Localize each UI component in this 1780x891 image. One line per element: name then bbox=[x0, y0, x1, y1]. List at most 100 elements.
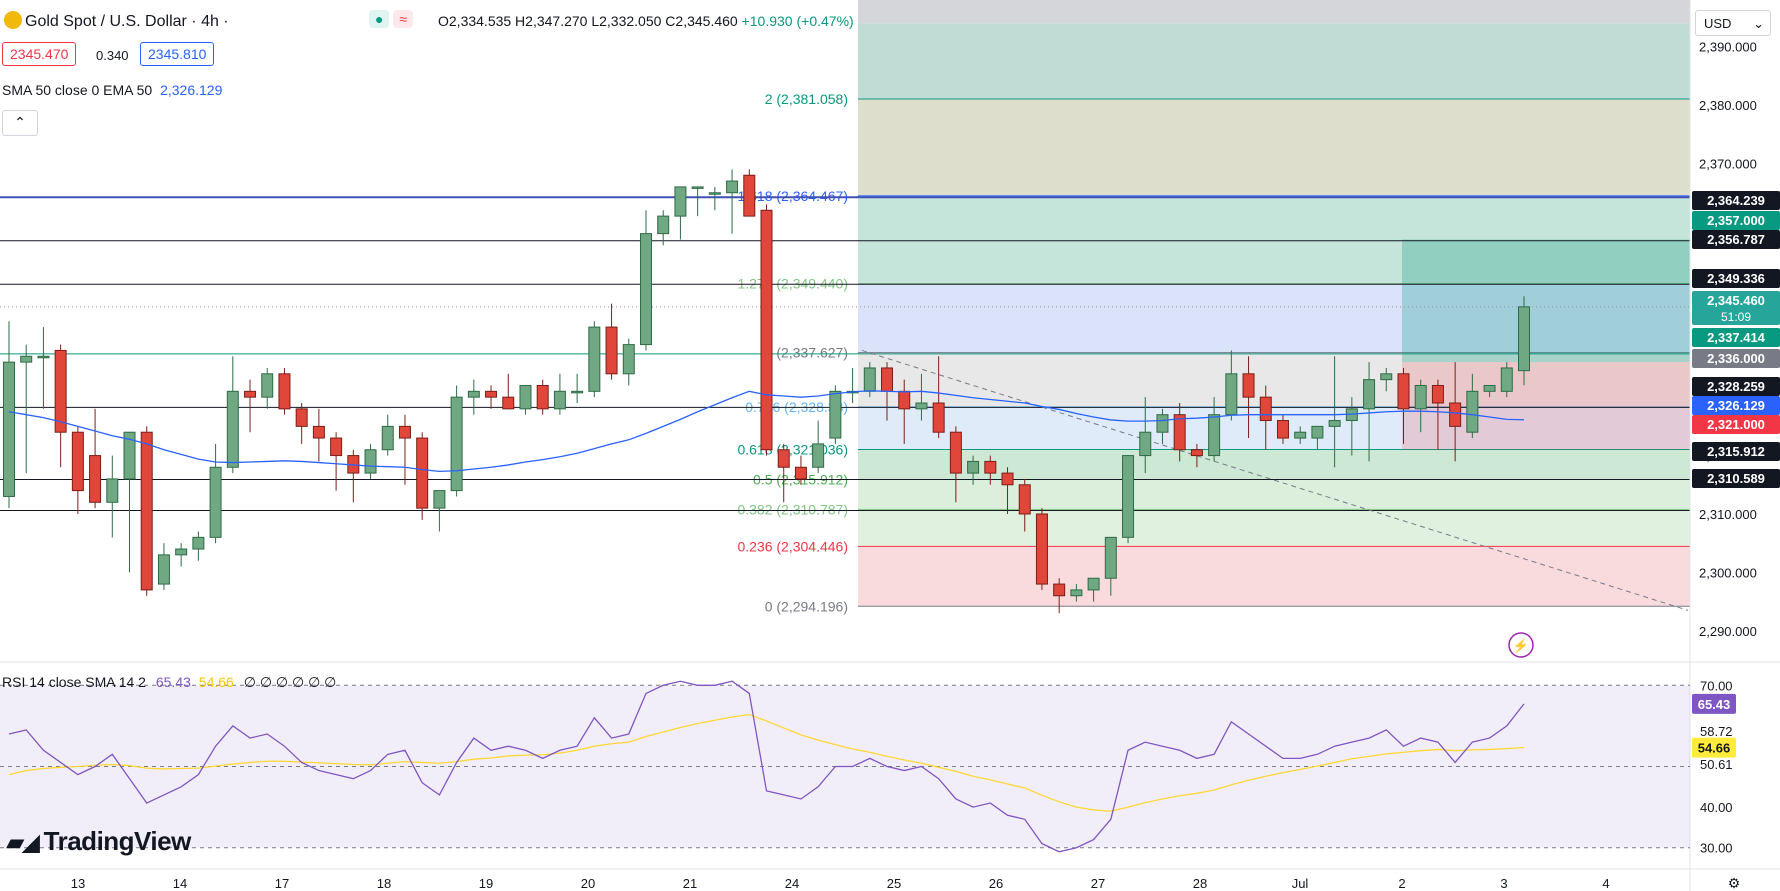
candle bbox=[261, 367, 274, 409]
price-tag-label: 2,337.414 bbox=[1707, 330, 1766, 345]
symbol-title: Gold Spot / U.S. Dollar · 4h · bbox=[25, 13, 229, 30]
fib-level-label: 1.618 (2,364.467) bbox=[737, 188, 848, 204]
price-tag-box bbox=[1692, 291, 1780, 325]
time-axis-tick: 19 bbox=[479, 876, 493, 891]
candle bbox=[1156, 408, 1169, 444]
candle bbox=[1104, 536, 1117, 596]
price-axis-tick: 2,310.000 bbox=[1699, 507, 1757, 522]
candle bbox=[54, 344, 67, 468]
candle bbox=[1173, 403, 1186, 462]
candle-body bbox=[1225, 373, 1238, 416]
candle bbox=[1053, 578, 1066, 614]
candle-body bbox=[639, 233, 652, 346]
rsi-legend[interactable]: RSI 14 close SMA 14 2 65.43 54.66 ∅ ∅ ∅ … bbox=[2, 674, 336, 691]
price-change: +10.930 (+0.47%) bbox=[741, 13, 854, 29]
rsi-axis-tick: 50.61 bbox=[1700, 757, 1733, 772]
rsi-value: 65.43 bbox=[155, 674, 191, 690]
candle bbox=[1018, 478, 1031, 532]
candle bbox=[140, 426, 153, 596]
price-tag: 2,345.460 51:09 bbox=[1692, 291, 1780, 325]
fib-zone bbox=[858, 98, 1690, 196]
indicator-label: SMA 50 close 0 EMA 50 bbox=[2, 82, 153, 98]
trend-line bbox=[861, 349, 1689, 611]
candle-body bbox=[312, 425, 325, 439]
candle bbox=[244, 379, 257, 433]
candle-body bbox=[1173, 414, 1186, 451]
candle bbox=[571, 373, 584, 404]
logo-text: TradingView bbox=[43, 826, 192, 856]
market-status[interactable]: ● ≈ bbox=[369, 10, 414, 28]
candle-body bbox=[20, 355, 33, 363]
candle bbox=[915, 373, 928, 421]
price-tag-label: 2,345.460 bbox=[1707, 293, 1765, 308]
candle-body bbox=[1070, 589, 1083, 597]
candle-body bbox=[743, 174, 756, 217]
candle bbox=[1483, 384, 1496, 398]
candle bbox=[330, 432, 343, 491]
candle-body bbox=[1500, 367, 1513, 392]
rsi-sma-value: 54.66 bbox=[198, 674, 234, 690]
candle bbox=[1276, 414, 1289, 444]
candle-body bbox=[226, 390, 239, 468]
candle bbox=[1001, 467, 1014, 514]
candle bbox=[829, 385, 842, 444]
time-axis-tick: 21 bbox=[683, 876, 697, 891]
candle-body bbox=[278, 373, 291, 410]
price-axis-tick: 2,370.000 bbox=[1699, 157, 1757, 172]
currency-selector[interactable]: USD ⌄ bbox=[1695, 10, 1771, 36]
rsi-axis-tick: 30.00 bbox=[1700, 841, 1733, 856]
candle-body bbox=[863, 367, 876, 392]
time-axis-tick: 25 bbox=[887, 876, 901, 891]
tradingview-logo: ▰◢ TradingView bbox=[6, 826, 191, 857]
candle-body bbox=[89, 455, 102, 503]
chevron-up-icon: ⌃ bbox=[14, 114, 26, 130]
candle-body bbox=[571, 390, 584, 394]
candle bbox=[106, 455, 119, 538]
ema50-line bbox=[8, 390, 1525, 472]
candle-body bbox=[502, 396, 515, 410]
fib-zone bbox=[858, 283, 1690, 353]
candle-body bbox=[932, 402, 945, 433]
candle bbox=[553, 373, 566, 415]
candle-body bbox=[433, 490, 446, 509]
candle bbox=[760, 204, 773, 456]
buy-price-button[interactable]: 2345.810 bbox=[140, 42, 215, 66]
collapse-legend-button[interactable]: ⌃ bbox=[2, 110, 38, 136]
candle bbox=[226, 356, 239, 474]
price-tag-label: 2,315.912 bbox=[1707, 444, 1765, 459]
fib-zone bbox=[858, 479, 1690, 510]
fib-level-label: 1.272 (2,349.440) bbox=[737, 276, 848, 292]
lightning-icon: ⚡ bbox=[1513, 638, 1529, 654]
time-axis-tick: 14 bbox=[173, 876, 187, 891]
lightning-icon bbox=[1508, 632, 1534, 658]
candle bbox=[175, 543, 188, 567]
indicator-legend[interactable]: SMA 50 close 0 EMA 50 2,326.129 bbox=[2, 82, 222, 98]
spread-value: 0.340 bbox=[96, 48, 129, 63]
candle bbox=[1242, 356, 1255, 439]
price-tag: 2,310.589 bbox=[1692, 469, 1780, 488]
candle bbox=[967, 455, 980, 485]
candle bbox=[433, 490, 446, 532]
candle-body bbox=[364, 449, 377, 474]
candle-body bbox=[553, 390, 566, 410]
price-tag-box bbox=[1692, 469, 1780, 488]
ohlc-readout: O2,334.535 H2,347.270 L2,332.050 C2,345.… bbox=[438, 13, 854, 29]
time-axis-tick: 13 bbox=[71, 876, 85, 891]
candle bbox=[949, 426, 962, 503]
price-axis-tick: 2,390.000 bbox=[1699, 40, 1757, 55]
candle bbox=[20, 344, 33, 474]
candle-body bbox=[1431, 384, 1444, 404]
candle-body bbox=[381, 425, 394, 451]
candle-body bbox=[1363, 379, 1376, 410]
candle bbox=[536, 379, 549, 415]
rsi-axis-tick: 70.00 bbox=[1700, 678, 1733, 693]
candle-body bbox=[519, 384, 532, 410]
candle bbox=[1190, 443, 1203, 468]
candle bbox=[777, 443, 790, 503]
sell-price-button[interactable]: 2345.470 bbox=[2, 42, 77, 66]
symbol-title-row[interactable]: Gold Spot / U.S. Dollar · 4h · bbox=[4, 11, 229, 31]
tilde-icon: ≈ bbox=[393, 10, 414, 28]
rsi-label: RSI 14 close SMA 14 2 bbox=[2, 674, 146, 690]
candle bbox=[932, 356, 945, 439]
